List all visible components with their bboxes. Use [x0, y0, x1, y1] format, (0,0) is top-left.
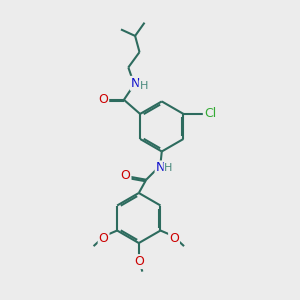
Text: O: O — [169, 232, 179, 245]
Text: O: O — [121, 169, 130, 182]
Text: N: N — [131, 77, 140, 90]
Text: O: O — [134, 255, 144, 268]
Text: Cl: Cl — [204, 107, 216, 120]
Text: N: N — [156, 161, 165, 175]
Text: H: H — [164, 163, 173, 173]
Text: O: O — [98, 93, 108, 106]
Text: O: O — [99, 232, 109, 245]
Text: H: H — [140, 81, 148, 91]
